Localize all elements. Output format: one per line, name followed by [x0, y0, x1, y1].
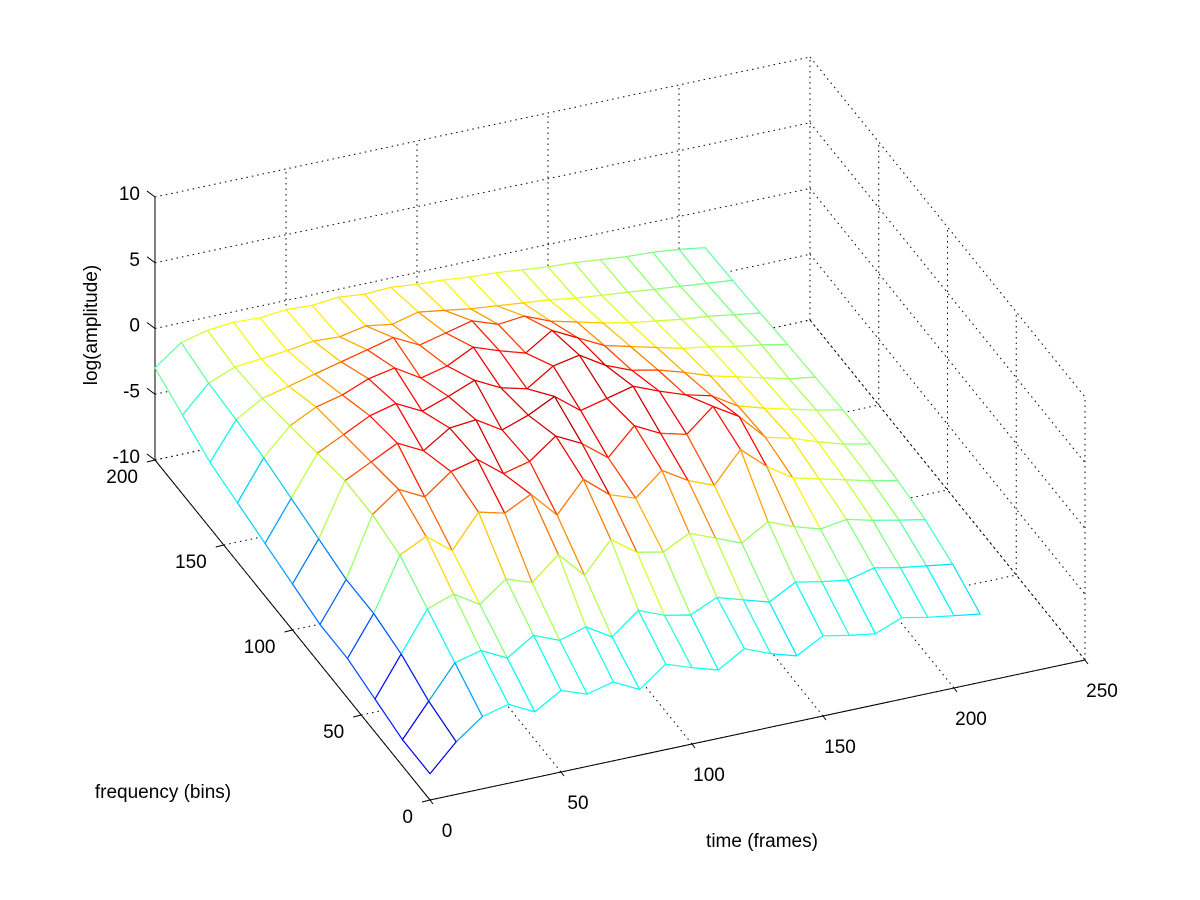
label-layer: time (frames) frequency (bins) log(ampli…: [81, 184, 1118, 852]
z-tick-label: 5: [129, 250, 140, 271]
y-tick-label: 0: [402, 807, 413, 828]
x-tick-label: 150: [824, 737, 856, 758]
x-tick: [822, 715, 827, 721]
x-tick-label: 100: [693, 765, 725, 786]
x-axis-line: [429, 659, 1086, 801]
x-tick: [691, 743, 696, 749]
z-tick-label: -10: [113, 447, 140, 468]
x-tick-label: 250: [1086, 681, 1118, 702]
z-axis-label: log(amplitude): [81, 265, 102, 385]
x-tick-label: 0: [442, 821, 453, 842]
mesh-cell: [401, 700, 457, 775]
x-tick-label: 50: [567, 793, 588, 814]
z-tick: [146, 387, 156, 395]
y-axis-label: frequency (bins): [95, 782, 231, 803]
grid-line: [809, 122, 1086, 464]
z-tick-label: 10: [119, 184, 140, 205]
grid-line: [809, 56, 1086, 398]
y-tick: [146, 459, 156, 463]
x-tick: [953, 687, 958, 693]
y-tick-label: 100: [244, 637, 276, 658]
x-tick: [560, 771, 565, 777]
grid-line: [809, 319, 1086, 661]
y-tick-label: 150: [175, 552, 207, 573]
z-tick-label: 0: [129, 316, 140, 337]
y-tick: [284, 629, 293, 633]
z-tick: [146, 322, 156, 329]
grid-line: [809, 253, 1086, 595]
z-tick-label: -5: [123, 381, 140, 402]
x-axis-label: time (frames): [706, 831, 818, 852]
z-tick: [146, 256, 156, 264]
z-tick: [146, 453, 156, 461]
y-tick: [421, 799, 431, 803]
surface: [154, 247, 981, 775]
y-tick-label: 50: [323, 722, 344, 743]
x-tick: [1084, 659, 1089, 665]
z-tick: [146, 190, 156, 198]
x-tick: [429, 799, 434, 805]
y-tick: [353, 714, 362, 718]
y-tick: [215, 544, 224, 548]
y-tick-label: 200: [106, 467, 138, 488]
grid-line: [809, 188, 1086, 529]
x-tick-label: 200: [955, 709, 987, 730]
